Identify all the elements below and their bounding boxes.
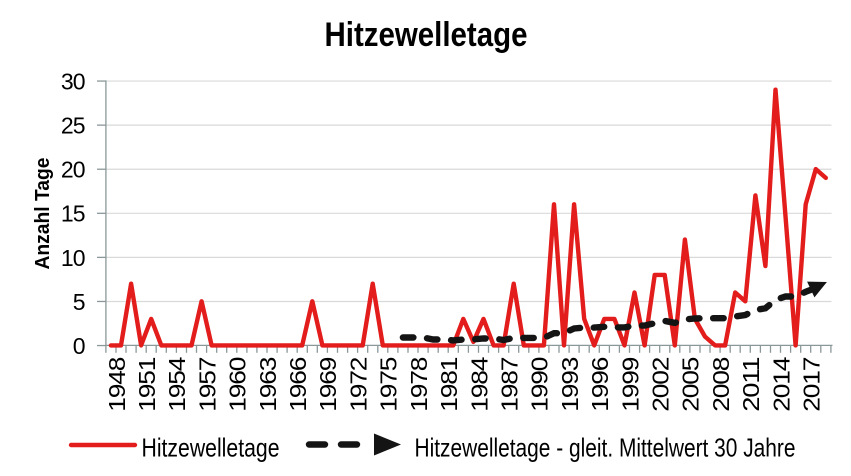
svg-text:1957: 1957 — [194, 357, 220, 411]
svg-text:10: 10 — [61, 245, 85, 271]
svg-text:Hitzewelletage - gleit. Mittel: Hitzewelletage - gleit. Mittelwert 30 Ja… — [415, 433, 796, 463]
svg-text:1999: 1999 — [617, 357, 643, 411]
svg-text:1990: 1990 — [527, 357, 553, 411]
svg-text:2002: 2002 — [648, 357, 674, 411]
svg-text:1975: 1975 — [376, 357, 402, 411]
svg-text:1960: 1960 — [225, 357, 251, 411]
svg-text:25: 25 — [61, 113, 85, 139]
svg-text:1966: 1966 — [285, 357, 311, 411]
svg-text:0: 0 — [73, 333, 85, 359]
svg-text:1987: 1987 — [497, 357, 523, 411]
svg-text:5: 5 — [73, 289, 85, 315]
svg-text:1996: 1996 — [587, 357, 613, 411]
svg-text:1972: 1972 — [345, 357, 371, 411]
svg-text:Hitzewelletage: Hitzewelletage — [142, 433, 280, 463]
svg-text:1951: 1951 — [134, 357, 160, 411]
svg-text:1969: 1969 — [315, 357, 341, 411]
svg-text:20: 20 — [61, 157, 85, 183]
svg-text:1981: 1981 — [436, 357, 462, 411]
svg-text:1993: 1993 — [557, 357, 583, 411]
svg-text:2014: 2014 — [768, 356, 794, 411]
svg-text:Hitzewelletage: Hitzewelletage — [325, 16, 528, 54]
svg-text:30: 30 — [61, 69, 85, 95]
svg-text:1984: 1984 — [466, 356, 492, 411]
svg-text:15: 15 — [61, 201, 85, 227]
svg-text:2005: 2005 — [678, 357, 704, 411]
svg-text:Anzahl Tage: Anzahl Tage — [32, 158, 54, 270]
svg-text:2011: 2011 — [738, 357, 764, 411]
svg-text:2008: 2008 — [708, 357, 734, 411]
svg-text:1948: 1948 — [104, 357, 130, 411]
svg-text:1963: 1963 — [255, 357, 281, 411]
svg-text:2017: 2017 — [799, 357, 825, 411]
svg-text:1954: 1954 — [164, 356, 190, 411]
svg-text:1978: 1978 — [406, 357, 432, 411]
